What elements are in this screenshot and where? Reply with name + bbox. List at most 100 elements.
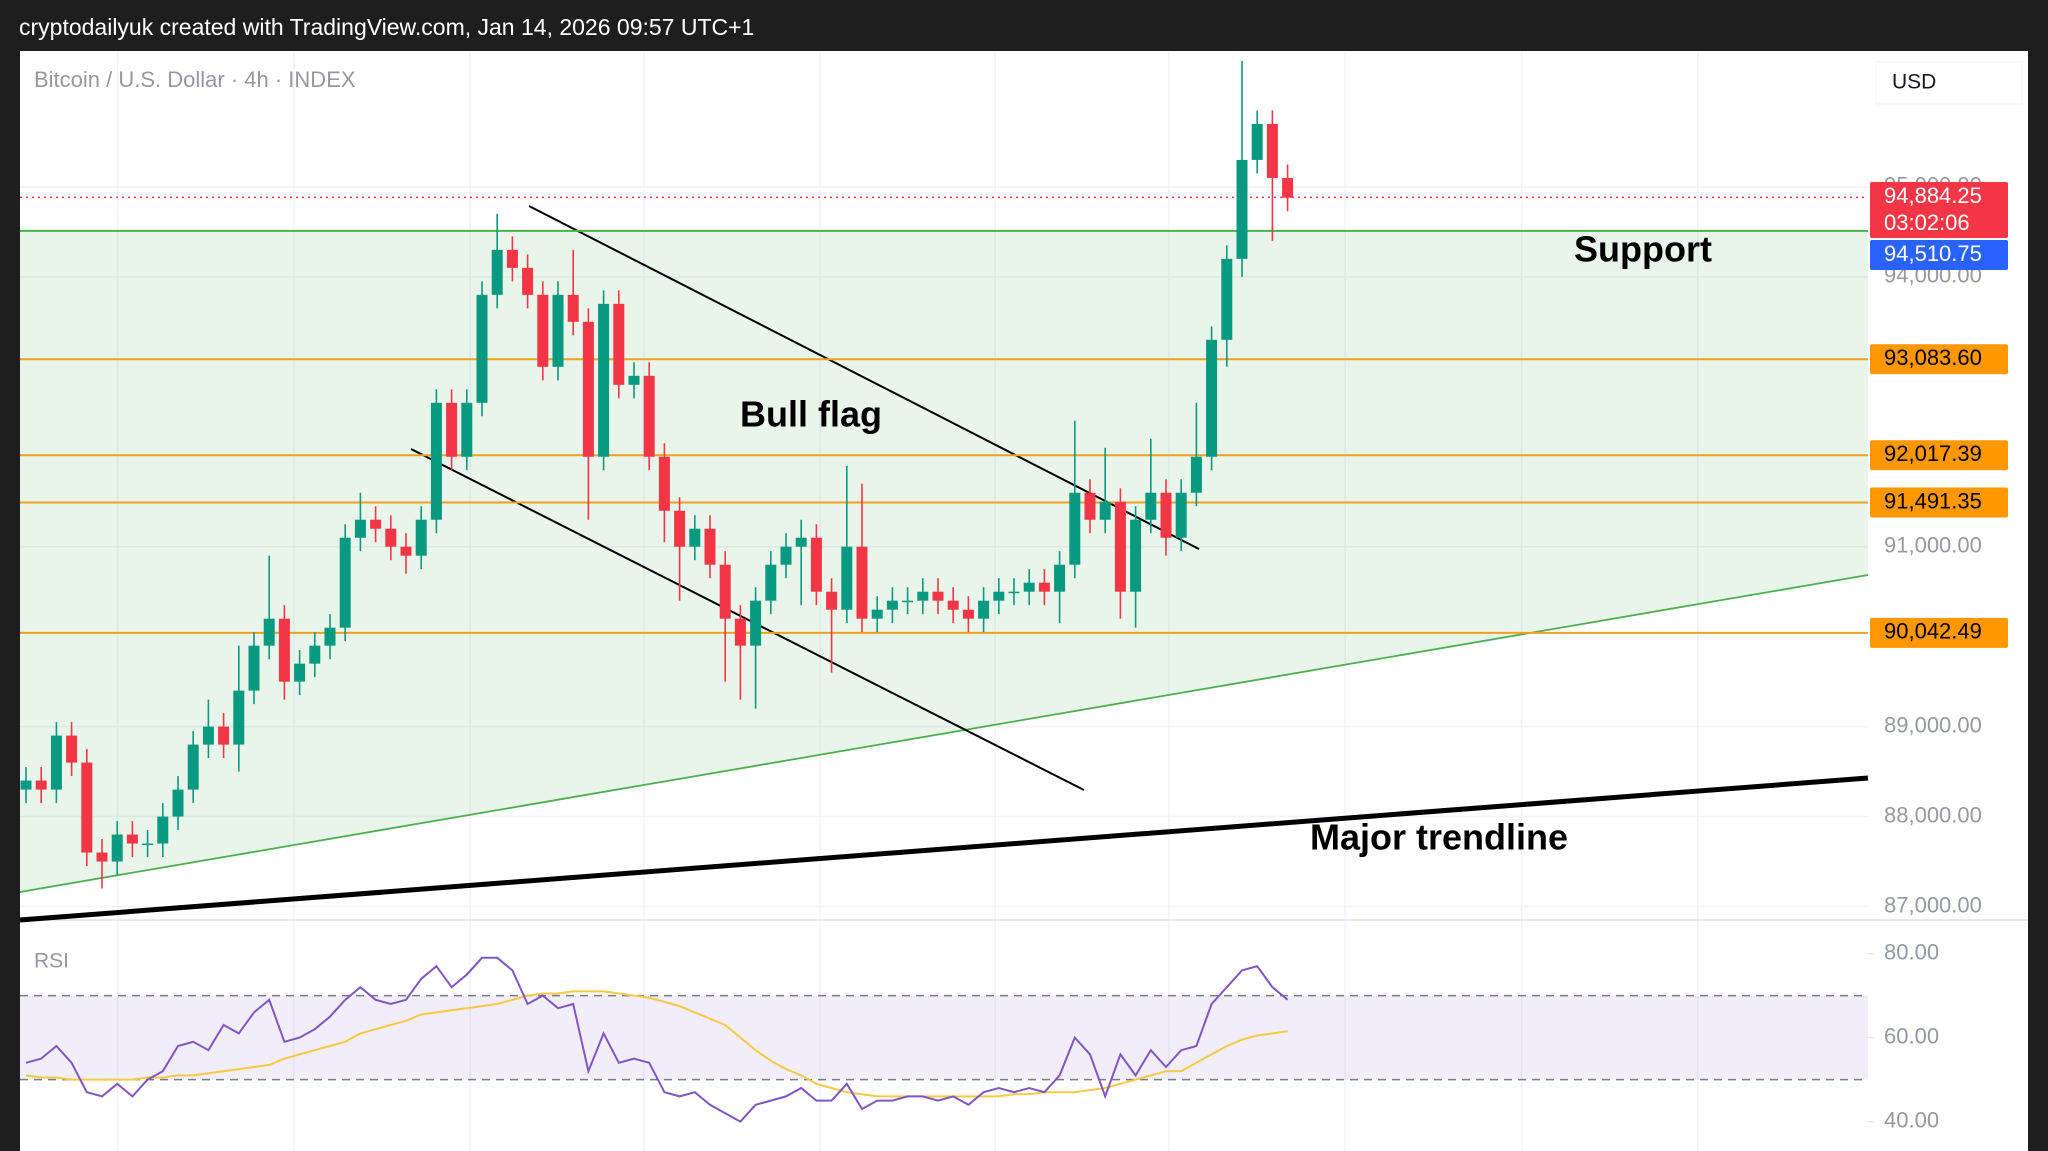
candle-body — [1054, 564, 1066, 592]
candle-body — [446, 402, 458, 457]
candle-body — [491, 249, 503, 295]
candle-body — [1008, 591, 1020, 594]
candle-body — [522, 267, 534, 295]
candle-body — [506, 249, 518, 268]
candle-body — [187, 744, 199, 790]
current-price-label: 94,884.25 — [1884, 183, 1982, 208]
candle-body — [1251, 123, 1263, 160]
candle-body — [354, 519, 366, 538]
candle-body — [1084, 492, 1096, 520]
y-tick-label: 88,000.00 — [1884, 802, 1982, 827]
candle-body — [1114, 501, 1126, 592]
level-label: 92,017.39 — [1884, 441, 1982, 466]
annotation: Bull flag — [740, 394, 882, 435]
candle-body — [1130, 519, 1142, 592]
currency: USD — [1892, 71, 1936, 94]
countdown-label: 03:02:06 — [1884, 210, 1970, 235]
candle-body — [218, 726, 230, 745]
rsi-line — [25, 956, 1289, 1123]
candle-body — [1069, 492, 1081, 565]
candle-body — [96, 852, 108, 862]
candle-body — [841, 546, 853, 610]
candle-body — [734, 618, 746, 646]
candle-body — [932, 591, 944, 601]
candle-body — [567, 294, 579, 322]
candle-body — [1175, 492, 1187, 538]
candle-body — [126, 834, 138, 844]
candle-body — [370, 519, 382, 529]
rsi-tick-label: 40.00 — [1884, 1107, 1939, 1132]
rsi-tick-label: 60.00 — [1884, 1023, 1939, 1048]
y-tick-label: 87,000.00 — [1884, 892, 1982, 917]
candle-body — [233, 690, 245, 745]
candle-body — [826, 591, 838, 610]
header: cryptodailyuk created with TradingView.c… — [19, 14, 754, 40]
candle-body — [294, 663, 306, 682]
candle-body — [704, 528, 716, 565]
annotation: Support — [1574, 229, 1712, 270]
candle-body — [20, 780, 32, 790]
candle-body — [66, 735, 78, 763]
candle-body — [750, 600, 762, 646]
candle-body — [689, 528, 701, 547]
candle-body — [719, 564, 731, 619]
level-badge — [1870, 344, 2008, 375]
candle-body — [537, 294, 549, 367]
candle-body — [35, 780, 47, 790]
candle-body — [1099, 501, 1111, 520]
candle-body — [871, 609, 883, 619]
level-label: 94,510.75 — [1884, 241, 1982, 266]
candle-body — [142, 843, 154, 846]
annotation: Major trendline — [1310, 817, 1568, 858]
candle-body — [917, 591, 929, 601]
candle-body — [780, 546, 792, 565]
candle-body — [810, 537, 822, 592]
candle-body — [613, 303, 625, 385]
candle-body — [643, 375, 655, 457]
candle-body — [430, 402, 442, 520]
chart-panel — [20, 51, 2028, 1151]
candle-body — [476, 294, 488, 403]
y-tick-label: 89,000.00 — [1884, 712, 1982, 737]
candle-body — [50, 735, 62, 790]
candle-body — [552, 294, 564, 367]
candle-body — [1145, 492, 1157, 520]
candle-body — [461, 402, 473, 457]
major-trendline — [19, 775, 1869, 923]
candle-body — [172, 789, 184, 817]
y-tick-label: 91,000.00 — [1884, 533, 1982, 558]
candle-body — [947, 600, 959, 610]
candle-body — [157, 816, 169, 844]
rsi-band — [20, 995, 1868, 1080]
candle-body — [658, 456, 670, 511]
candle-body — [886, 600, 898, 610]
rising-trendline — [19, 574, 1869, 893]
rsi-ma-line — [25, 990, 1288, 1098]
level-badge — [1870, 440, 2008, 471]
candle-body — [795, 537, 807, 547]
level-badge — [1870, 617, 2008, 648]
level-badge — [1870, 240, 2008, 270]
candle-body — [1023, 582, 1035, 592]
candle-body — [278, 618, 290, 682]
candle-body — [962, 609, 974, 619]
candle-body — [582, 321, 594, 457]
candle-body — [1190, 456, 1202, 493]
candle-body — [81, 762, 93, 853]
candle-body — [598, 303, 610, 457]
candle-body — [324, 627, 336, 646]
level-label: 93,083.60 — [1884, 345, 1982, 370]
currency-box — [1875, 61, 2023, 105]
rsi-tick-label: 80.00 — [1884, 939, 1939, 964]
flag-lower-line — [410, 448, 1085, 791]
candle-body — [202, 726, 214, 745]
candle-body — [1221, 258, 1233, 340]
candle-body — [111, 834, 123, 862]
chart-title: Bitcoin / U.S. Dollar · 4h · INDEX — [34, 67, 356, 92]
flag-upper-line — [528, 205, 1200, 550]
candle-body — [1038, 582, 1050, 592]
candle-body — [248, 645, 260, 691]
candle-body — [400, 546, 412, 556]
current-price-badge — [1870, 182, 2008, 238]
